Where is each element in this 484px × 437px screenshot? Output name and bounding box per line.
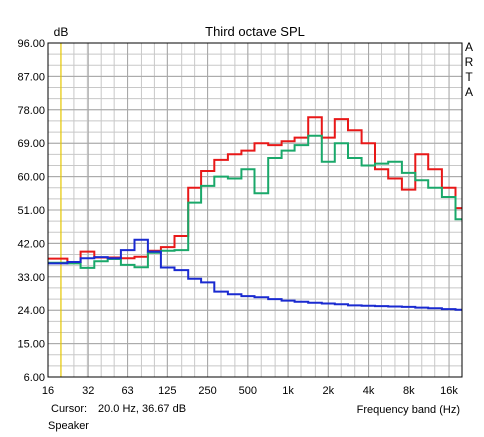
brand-letter: R <box>465 55 474 69</box>
tick-labels: 96.00 87.00 78.00 69.00 60.00 51.00 42.00 33.00… <box>17 38 458 397</box>
x-tick-label: 16k <box>440 385 458 397</box>
x-tick-label: 32 <box>82 385 94 397</box>
x-axis-label: Frequency band (Hz) <box>357 404 460 416</box>
x-tick-label: 63 <box>121 385 133 397</box>
x-tick-label: 1k <box>282 385 294 397</box>
y-tick-label: 33.00 <box>17 272 45 284</box>
brand-letter: A <box>465 40 473 54</box>
brand-letter: T <box>465 70 473 84</box>
x-tick-label: 16 <box>42 385 54 397</box>
series-1-line <box>48 134 462 269</box>
x-tick-label: 500 <box>239 385 257 397</box>
y-tick-label: 15.00 <box>17 339 45 351</box>
grid <box>47 42 463 378</box>
y-tick-label: 87.00 <box>17 71 45 83</box>
y-tick-label: 69.00 <box>17 138 45 150</box>
y-tick-label: 51.00 <box>17 205 45 217</box>
y-tick-label: 96.00 <box>17 38 45 50</box>
brand-letter: A <box>465 85 473 99</box>
x-tick-label: 4k <box>363 385 375 397</box>
y-tick-label: 60.00 <box>17 172 45 184</box>
y-tick-label: 6.00 <box>24 372 45 384</box>
channel-label: Speaker <box>48 420 89 432</box>
x-tick-label: 125 <box>158 385 176 397</box>
plot-frame <box>47 42 463 378</box>
y-tick-label: 78.00 <box>17 105 45 117</box>
series-0-line <box>48 116 462 263</box>
x-tick-label: 8k <box>403 385 415 397</box>
cursor-label: Cursor: <box>51 403 88 415</box>
x-tick-label: 2k <box>323 385 335 397</box>
y-tick-label: 24.00 <box>17 305 45 317</box>
series-2-line <box>48 238 462 311</box>
cursor-readout: 20.0 Hz, 36.67 dB <box>98 403 187 415</box>
series-layer <box>48 43 462 377</box>
y-axis-label: dB <box>54 25 69 39</box>
y-tick-label: 42.00 <box>17 238 45 250</box>
x-tick-label: 250 <box>198 385 216 397</box>
chart-title: Third octave SPL <box>205 24 305 39</box>
